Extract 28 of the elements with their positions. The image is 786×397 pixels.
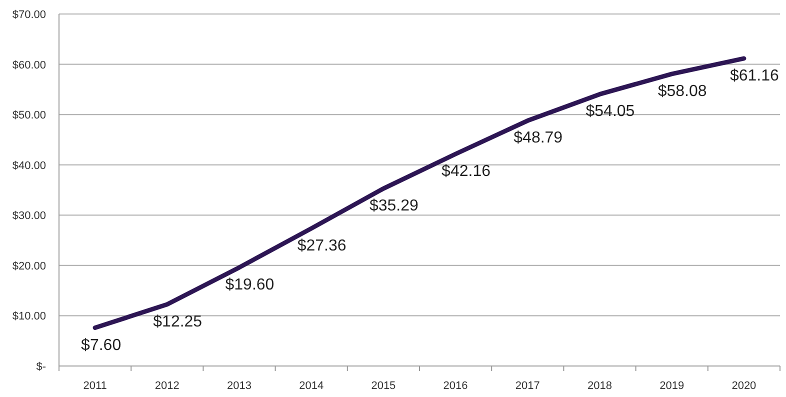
- x-tick-label: 2016: [443, 380, 468, 392]
- data-label: $54.05: [586, 103, 635, 120]
- data-label: $12.25: [153, 313, 202, 330]
- y-tick-label: $30.00: [12, 210, 46, 222]
- x-tick-label: 2012: [154, 380, 180, 392]
- data-label: $42.16: [442, 162, 491, 180]
- data-label: $48.79: [514, 130, 563, 147]
- data-label: $61.16: [730, 67, 779, 84]
- x-tick-label: 2019: [660, 380, 684, 392]
- x-tick-label: 2011: [83, 380, 107, 392]
- y-tick-label: $10.00: [12, 310, 46, 323]
- x-tick-label: 2015: [371, 380, 396, 392]
- y-tick-label: $20.00: [12, 260, 46, 272]
- y-tick-label: $60.00: [12, 59, 46, 72]
- y-tick-label: $40.00: [12, 160, 46, 172]
- x-tick-label: 2018: [588, 380, 612, 392]
- data-label: $27.36: [297, 237, 346, 254]
- data-label: $7.60: [81, 336, 122, 354]
- y-tick-label: $50.00: [12, 110, 46, 122]
- x-tick-label: 2017: [515, 380, 540, 392]
- y-tick-label: $-: [36, 361, 46, 373]
- data-label: $58.08: [658, 82, 707, 100]
- x-tick-label: 2020: [732, 380, 756, 392]
- data-label: $35.29: [369, 198, 418, 215]
- data-label: $19.60: [225, 276, 274, 294]
- x-tick-label: 2014: [299, 380, 324, 392]
- y-tick-label: $70.00: [12, 9, 46, 21]
- x-tick-label: 2013: [227, 380, 252, 392]
